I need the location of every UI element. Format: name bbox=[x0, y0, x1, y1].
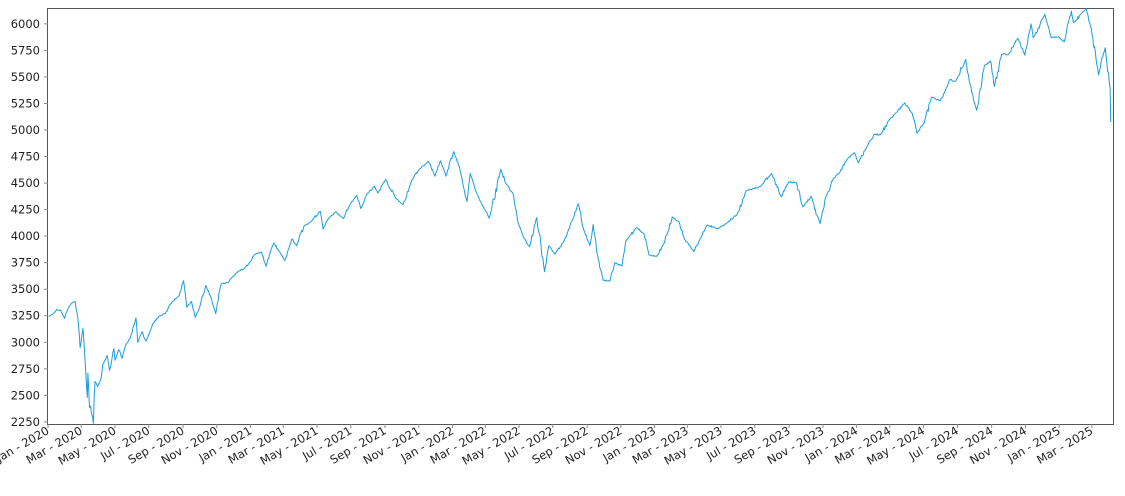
y-tick-label: 4500 bbox=[11, 176, 40, 190]
series-layer bbox=[48, 8, 1112, 424]
y-tick-label: 5750 bbox=[11, 43, 40, 57]
y-tick-label: 3000 bbox=[11, 335, 40, 349]
y-tick-label: 3500 bbox=[11, 282, 40, 296]
y-tick-label: 2500 bbox=[11, 388, 40, 402]
plot-area bbox=[47, 8, 1114, 425]
series-line bbox=[48, 8, 1112, 424]
y-tick-label: 2750 bbox=[11, 362, 40, 376]
y-tick-label: 4750 bbox=[11, 150, 40, 164]
y-tick-label: 5500 bbox=[11, 70, 40, 84]
y-tick-label: 2250 bbox=[11, 415, 40, 429]
y-tick-label: 4250 bbox=[11, 203, 40, 217]
y-tick-label: 5250 bbox=[11, 96, 40, 110]
y-axis: 2250 2500 2750 3000 3250 3500 3750 4000 4250 4500… bbox=[11, 17, 48, 429]
y-tick-label: 5000 bbox=[11, 123, 40, 137]
y-tick-label: 6000 bbox=[11, 17, 40, 31]
y-tick-label: 3750 bbox=[11, 256, 40, 270]
y-tick-label: 3250 bbox=[11, 309, 40, 323]
y-tick-label: 4000 bbox=[11, 229, 40, 243]
